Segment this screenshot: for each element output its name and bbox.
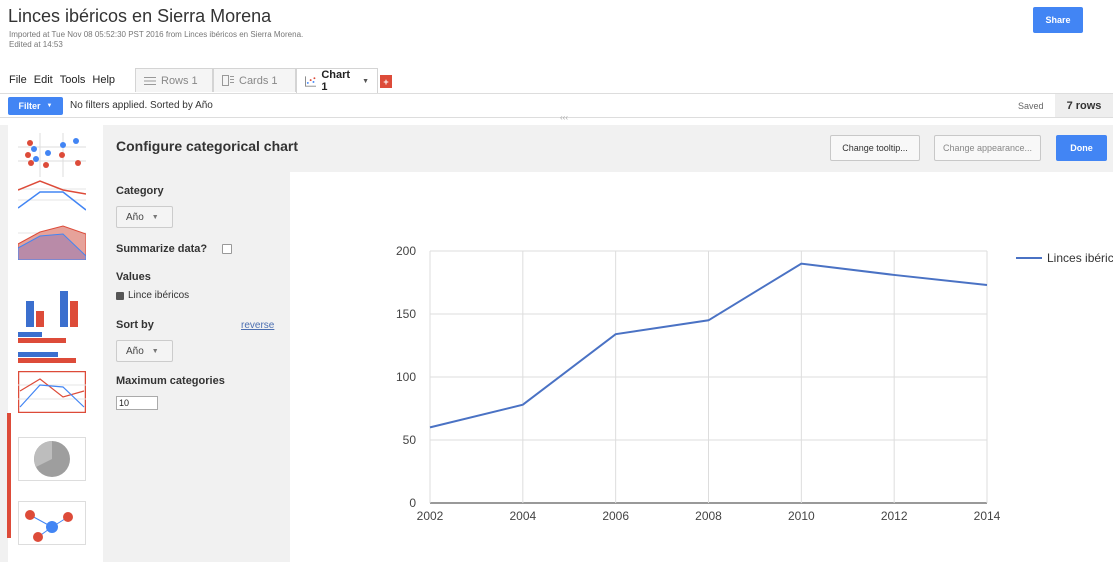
- add-tab-button[interactable]: +: [380, 75, 392, 88]
- document-title: Linces ibéricos en Sierra Morena: [8, 6, 272, 26]
- filter-button-label: Filter: [18, 101, 41, 111]
- chart-area: 0 50 100 150 200 2002 2004 2006 2008 2010 2012 2014…: [290, 172, 1113, 562]
- config-header: Configure categorical chart Change toolt…: [103, 125, 1113, 172]
- bubble-chart-thumb[interactable]: [18, 501, 86, 545]
- x-tick-label: 2008: [695, 509, 722, 523]
- cards-icon: [222, 75, 234, 86]
- filter-bar: Filter ▼ No filters applied. Sorted by A…: [0, 93, 1113, 118]
- y-tick-label: 150: [396, 307, 416, 321]
- change-tooltip-button[interactable]: Change tooltip...: [830, 135, 920, 161]
- pie-chart-thumb[interactable]: [18, 437, 86, 481]
- y-tick-label: 200: [396, 244, 416, 258]
- tab-chart[interactable]: Chart 1 ▼: [296, 68, 378, 93]
- chart-icon: [305, 75, 317, 87]
- row-count: 7 rows: [1055, 94, 1113, 117]
- maxcat-label: Maximum categories: [116, 375, 225, 387]
- menu-tools[interactable]: Tools: [59, 74, 86, 86]
- chart-type-rail: [0, 125, 103, 562]
- line-chart: 0 50 100 150 200 2002 2004 2006 2008 2010 2012 2014…: [396, 244, 1113, 523]
- tab-rows[interactable]: Rows 1: [135, 68, 213, 92]
- chevron-down-icon[interactable]: ▼: [362, 77, 369, 85]
- share-button[interactable]: Share: [1033, 7, 1083, 33]
- collapse-handle[interactable]: ‹‹‹: [560, 113, 568, 122]
- chevron-down-icon: ▼: [151, 213, 159, 221]
- sortby-label: Sort by: [116, 319, 154, 331]
- sortby-value: Año: [126, 345, 144, 357]
- selected-group-marker: [7, 413, 11, 538]
- chevron-down-icon: ▼: [151, 347, 159, 355]
- scatter-chart-thumb[interactable]: [18, 133, 86, 177]
- x-tick-label: 2014: [974, 509, 1001, 523]
- tab-label: Chart 1: [321, 69, 351, 93]
- y-tick-label: 50: [403, 433, 417, 447]
- rows-icon: [144, 76, 156, 85]
- chevron-down-icon: ▼: [46, 103, 53, 109]
- values-item-label: Lince ibéricos: [128, 290, 190, 301]
- menu-edit[interactable]: Edit: [33, 74, 53, 86]
- chart-type-list: [8, 125, 103, 562]
- done-button[interactable]: Done: [1056, 135, 1107, 161]
- y-tick-label: 100: [396, 370, 416, 384]
- menu-file[interactable]: File: [9, 74, 27, 86]
- category-dropdown[interactable]: Año ▼: [116, 206, 173, 228]
- line-chart-thumb[interactable]: [18, 178, 86, 212]
- chart-settings: Category Año ▼ Summarize data? Values Li…: [103, 172, 290, 562]
- x-tick-label: 2006: [602, 509, 629, 523]
- change-appearance-button[interactable]: Change appearance...: [934, 135, 1041, 161]
- import-info: Imported at Tue Nov 08 05:52:30 PST 2016…: [9, 30, 304, 39]
- menu-help[interactable]: Help: [92, 74, 116, 86]
- bar-chart-thumb[interactable]: [18, 330, 86, 366]
- edit-info: Edited at 14:53: [9, 40, 63, 49]
- summarize-checkbox[interactable]: [222, 244, 232, 254]
- filter-button[interactable]: Filter ▼: [8, 97, 63, 115]
- category-value: Año: [126, 211, 144, 223]
- saved-status: Saved: [1018, 101, 1044, 111]
- legend-label: Linces ibéricos: [1047, 251, 1113, 265]
- values-label: Values: [116, 271, 151, 283]
- reverse-link[interactable]: reverse: [241, 320, 275, 331]
- x-tick-label: 2004: [509, 509, 536, 523]
- x-tick-label: 2002: [417, 509, 444, 523]
- area-chart-thumb[interactable]: [18, 220, 86, 260]
- summarize-label: Summarize data?: [116, 243, 208, 255]
- chart-config-panel: Configure categorical chart Change toolt…: [103, 125, 1113, 562]
- column-chart-thumb[interactable]: [18, 287, 86, 327]
- sortby-dropdown[interactable]: Año ▼: [116, 340, 173, 362]
- filter-status: No filters applied. Sorted by Año: [70, 100, 213, 111]
- values-checkbox[interactable]: [116, 292, 124, 300]
- document-meta: Imported at Tue Nov 08 05:52:30 PST 2016…: [9, 30, 303, 50]
- tab-label: Rows 1: [161, 74, 198, 87]
- x-tick-label: 2010: [788, 509, 815, 523]
- menubar: File Edit Tools Help: [9, 74, 115, 86]
- line-chart-selected-thumb[interactable]: [18, 371, 86, 413]
- tab-label: Cards 1: [239, 74, 278, 87]
- category-label: Category: [116, 185, 164, 197]
- tab-cards[interactable]: Cards 1: [213, 68, 296, 92]
- x-tick-label: 2012: [881, 509, 908, 523]
- y-tick-label: 0: [409, 496, 416, 510]
- maxcat-input[interactable]: [116, 396, 158, 410]
- config-title: Configure categorical chart: [116, 138, 299, 154]
